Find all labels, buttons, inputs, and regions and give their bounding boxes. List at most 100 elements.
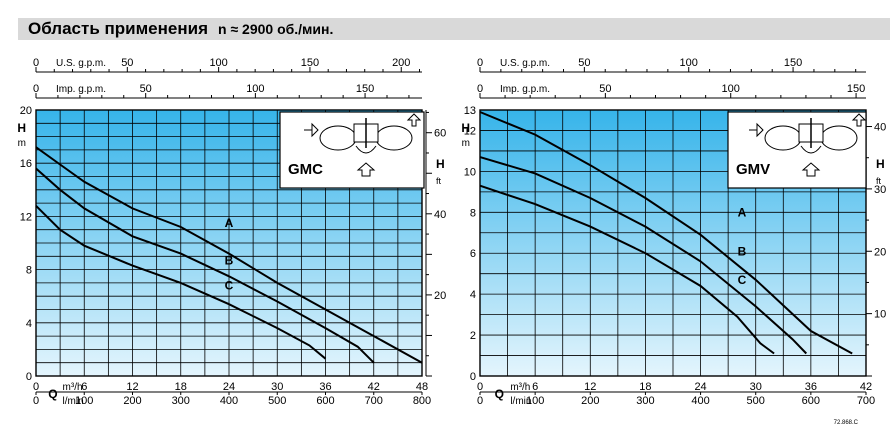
q-axis-letter: Q [48,387,57,401]
title-text: Область применения [28,19,209,38]
curve-b [35,167,375,364]
x-tick-label-m3h: 12 [584,381,596,393]
y-tick-label-m: 13 [464,105,476,117]
curve-label-a: A [225,216,234,230]
impgpm-tick-label: 50 [599,83,611,95]
usgpm-tick-label: 100 [680,57,698,69]
impgpm-axis-label: Imp. g.p.m. [500,84,550,95]
x-tick-label-lmin: 100 [526,395,544,407]
y-tick-label-ft: 20 [874,246,886,258]
y-tick-label-m: 10 [464,166,476,178]
right-axis-unit-h: H [876,157,885,171]
inlet-arrow-left [749,122,764,138]
inlet-arrow-bottom [356,162,376,177]
y-tick-label-m: 12 [20,211,32,223]
y-axis-unit-h: H [17,121,26,135]
impgpm-tick-label: 150 [847,83,865,95]
x-tick-label-lmin: 800 [413,395,431,407]
y-tick-label-ft: 40 [434,209,446,221]
right-axis-unit-ft: ft [436,176,442,186]
speed-subtitle: n ≈ 2900 об./мин. [218,21,334,37]
x-tick-label-lmin: 0 [477,395,483,407]
impgpm-tick-label: 0 [33,83,39,95]
usgpm-tick-label: 0 [33,57,39,69]
y-tick-label-ft: 60 [434,128,446,140]
usgpm-tick-label: 50 [578,57,590,69]
impgpm-tick-label: 150 [356,83,374,95]
x-tick-label-m3h: 12 [126,381,138,393]
curve-label-b: B [738,244,747,258]
y-axis-unit-m: m [462,138,470,149]
x-tick-label-lmin: 500 [747,395,765,407]
y-tick-label-m: 16 [20,158,32,170]
volute-left [319,125,357,151]
x-tick-label-m3h: 30 [750,381,762,393]
y-tick-label-m: 8 [26,265,32,277]
usgpm-axis-label: U.S. g.p.m. [500,58,550,69]
usgpm-tick-label: 50 [121,57,133,69]
x-tick-label-lmin: 400 [220,395,238,407]
x-tick-label-lmin: 0 [33,395,39,407]
curve-label-c: C [225,279,234,293]
y-tick-label-ft: 20 [434,290,446,302]
x-tick-label-lmin: 500 [268,395,286,407]
x-tick-label-lmin: 300 [636,395,654,407]
y-tick-label-m: 12 [464,125,476,137]
usgpm-axis-label: U.S. g.p.m. [56,58,106,69]
y-axis-unit-h: H [461,121,470,135]
impgpm-tick-label: 100 [246,83,264,95]
curve-a [479,111,853,355]
x-tick-label-m3h: 6 [81,381,87,393]
header-bar: Область применения n ≈ 2900 об./мин. [18,18,890,40]
x-tick-label-m3h: 6 [532,381,538,393]
usgpm-tick-label: 0 [477,57,483,69]
pump-diagram-icon: GMC [279,111,425,189]
x-tick-label-m3h: 18 [175,381,187,393]
x-tick-label-m3h: 24 [694,381,706,393]
x-tick-label-m3h: 30 [271,381,283,393]
right-axis-unit-ft: ft [876,176,882,186]
y-tick-label-m: 4 [26,318,32,330]
pump-diagram-icon: GMV [727,111,867,189]
usgpm-tick-label: 100 [209,57,227,69]
usgpm-tick-label: 150 [784,57,802,69]
inlet-arrow-bottom [801,162,821,177]
y-tick-label-m: 8 [470,207,476,219]
impgpm-tick-label: 100 [722,83,740,95]
y-tick-label-ft: 30 [874,184,886,196]
x-tick-label-m3h: 36 [805,381,817,393]
x-tick-label-lmin: 600 [316,395,334,407]
y-tick-label-m: 0 [26,371,32,383]
q-unit-lmin: l/min [63,396,84,407]
x-tick-label-m3h: 48 [416,381,428,393]
y-tick-label-m: 6 [470,248,476,260]
usgpm-tick-label: 150 [301,57,319,69]
x-tick-label-lmin: 200 [123,395,141,407]
model-name: GMV [736,161,770,178]
q-unit-m3h: m³/h [63,382,83,393]
x-tick-label-lmin: 600 [802,395,820,407]
y-tick-label-m: 0 [470,371,476,383]
q-unit-m3h: m³/h [510,382,530,393]
curve-b [479,156,808,355]
right-axis-unit-h: H [436,157,445,171]
q-unit-lmin: l/min [510,396,531,407]
x-tick-label-m3h: 42 [368,381,380,393]
outlet-arrow-right [406,113,422,127]
x-tick-label-m3h: 0 [33,381,39,393]
q-axis-letter: Q [495,387,504,401]
volute-left [764,125,802,151]
x-tick-label-lmin: 300 [172,395,190,407]
volute-right [375,125,413,151]
model-name: GMC [288,161,323,178]
curve-a [35,146,423,364]
x-tick-label-m3h: 24 [223,381,235,393]
impgpm-tick-label: 0 [477,83,483,95]
x-tick-label-m3h: 42 [860,381,872,393]
y-tick-label-ft: 10 [874,309,886,321]
x-tick-label-lmin: 100 [75,395,93,407]
x-tick-label-lmin: 400 [691,395,709,407]
